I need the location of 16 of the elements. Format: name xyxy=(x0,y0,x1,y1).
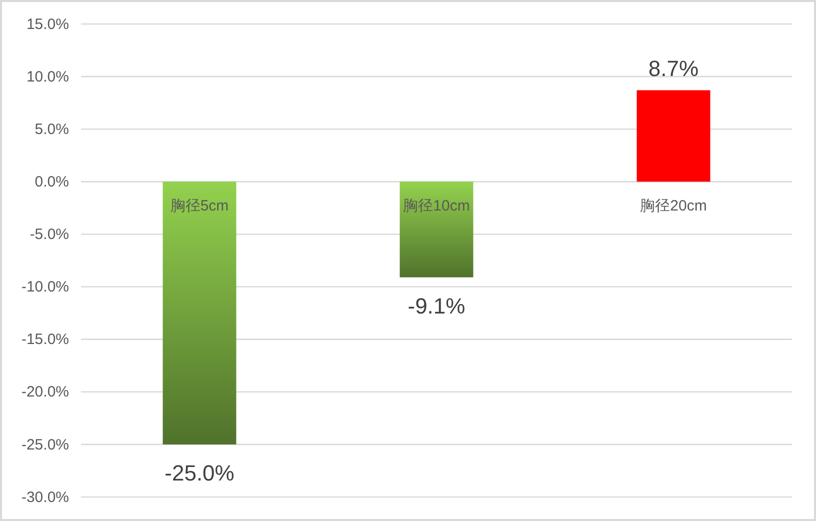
y-tick-label: 0.0% xyxy=(34,173,69,190)
y-tick-label: -15.0% xyxy=(21,331,69,348)
y-tick-label: 5.0% xyxy=(34,120,69,138)
y-tick-label: -25.0% xyxy=(21,436,69,454)
data-label: -9.1% xyxy=(408,293,466,318)
y-tick-label: -30.0% xyxy=(21,488,69,506)
y-tick-label: 15.0% xyxy=(26,16,69,33)
y-tick-label: -10.0% xyxy=(21,278,69,296)
y-tick-label: -5.0% xyxy=(30,226,69,244)
data-label: 8.7% xyxy=(648,56,699,82)
x-tick-label: 胸径10cm xyxy=(403,198,470,215)
data-label: -25.0% xyxy=(164,460,234,486)
y-tick-label: 10.0% xyxy=(26,68,69,86)
x-tick-label: 胸径20cm xyxy=(640,198,707,215)
y-tick-label: -20.0% xyxy=(21,384,69,401)
x-tick-label: 胸径5cm xyxy=(170,198,229,215)
